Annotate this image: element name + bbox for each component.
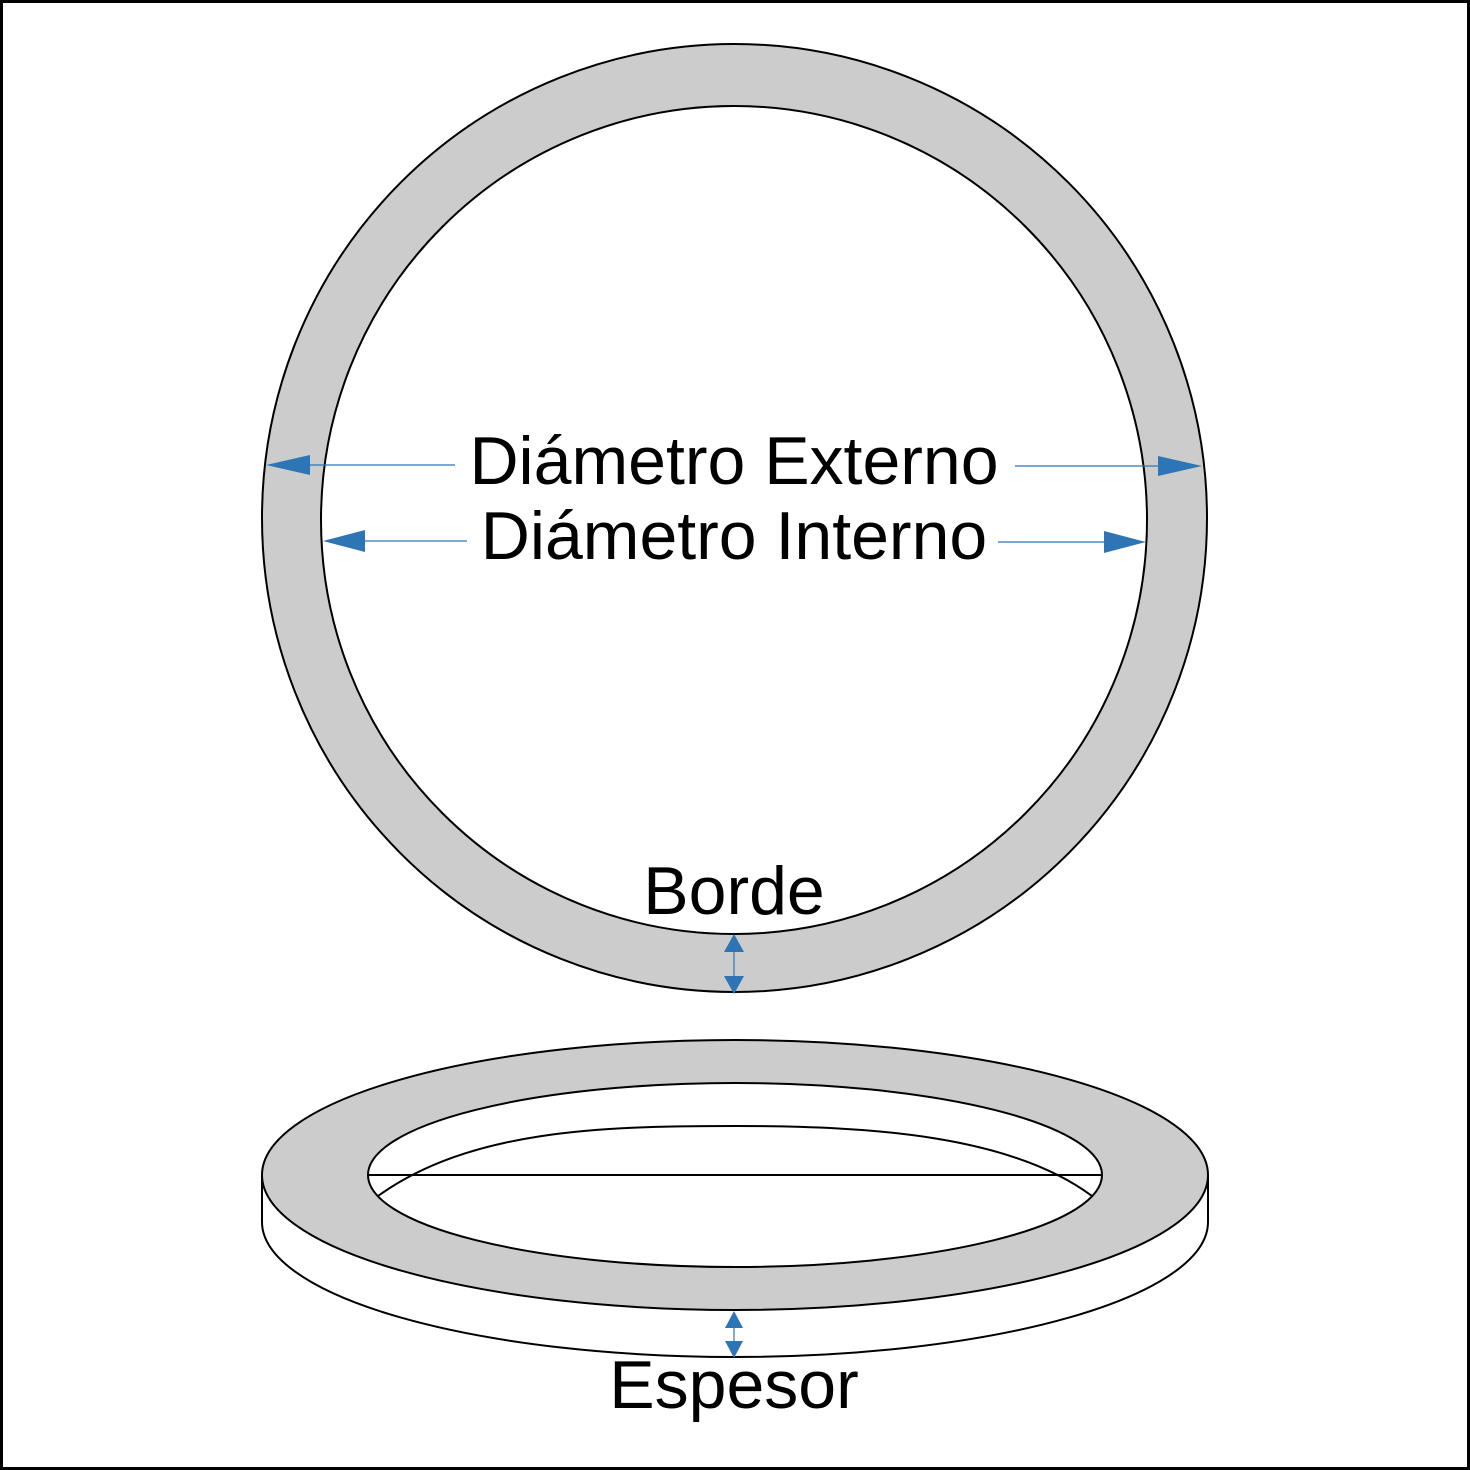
outer-diameter-dimension: Diámetro Externo [266, 423, 1202, 499]
top-view-ring [260, 43, 1209, 993]
thickness-arrow-bottom [725, 1341, 743, 1358]
thickness-dimension: Espesor [609, 1311, 859, 1423]
rim-arrow-top [724, 934, 744, 952]
rim-dimension: Borde [643, 853, 825, 994]
outer-diameter-label: Diámetro Externo [469, 423, 998, 499]
inner-diameter-arrow-left [323, 530, 365, 552]
rim-arrow-bottom [724, 976, 744, 994]
outer-diameter-arrow-right [1158, 456, 1202, 476]
ring-body [260, 43, 1209, 993]
rim-label: Borde [643, 853, 824, 929]
inner-diameter-arrow-right [1104, 531, 1146, 553]
inner-diameter-label: Diámetro Interno [481, 498, 987, 574]
outer-diameter-arrow-left [266, 455, 310, 475]
perspective-ring [260, 1039, 1210, 1358]
ring-side-wall [261, 1174, 1209, 1358]
inner-diameter-dimension: Diámetro Interno [323, 498, 1146, 574]
ring-top-face [260, 1039, 1210, 1311]
ring-inner-edge [377, 1124, 1093, 1197]
thickness-label: Espesor [609, 1347, 858, 1423]
thickness-arrow-top [725, 1311, 743, 1328]
